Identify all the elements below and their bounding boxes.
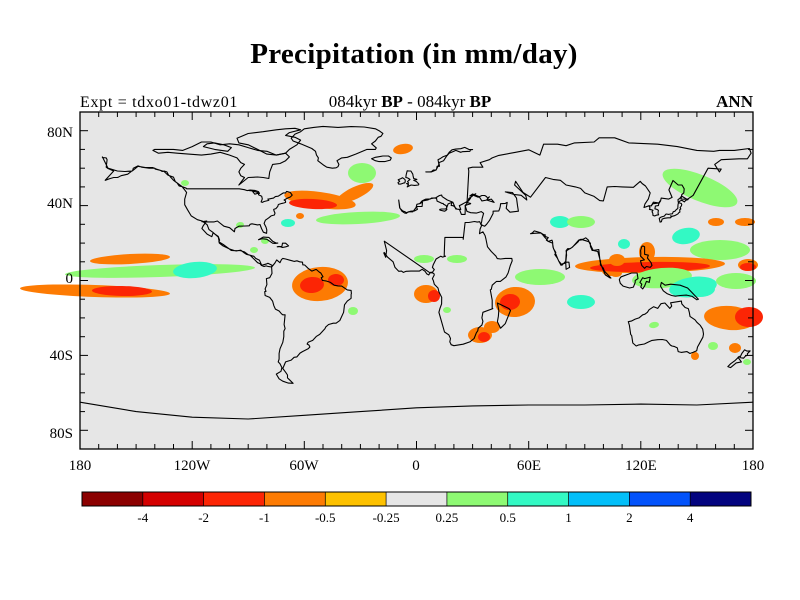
svg-text:0.25: 0.25 bbox=[436, 510, 459, 525]
svg-text:-4: -4 bbox=[137, 510, 148, 525]
svg-text:60E: 60E bbox=[517, 458, 541, 474]
svg-text:120E: 120E bbox=[625, 458, 657, 474]
svg-text:40N: 40N bbox=[47, 196, 73, 212]
svg-text:4: 4 bbox=[687, 510, 694, 525]
svg-text:120W: 120W bbox=[174, 458, 212, 474]
svg-text:0.5: 0.5 bbox=[500, 510, 516, 525]
svg-text:-0.5: -0.5 bbox=[315, 510, 336, 525]
svg-text:180: 180 bbox=[742, 458, 765, 474]
svg-text:1: 1 bbox=[565, 510, 572, 525]
svg-text:40S: 40S bbox=[50, 348, 73, 364]
svg-text:-1: -1 bbox=[259, 510, 270, 525]
svg-text:180: 180 bbox=[69, 458, 92, 474]
svg-text:2: 2 bbox=[626, 510, 633, 525]
svg-text:80S: 80S bbox=[50, 426, 73, 442]
svg-text:60W: 60W bbox=[289, 458, 319, 474]
svg-text:0: 0 bbox=[66, 271, 74, 287]
svg-text:-2: -2 bbox=[198, 510, 209, 525]
svg-text:80N: 80N bbox=[47, 125, 73, 141]
svg-text:-0.25: -0.25 bbox=[373, 510, 400, 525]
svg-text:0: 0 bbox=[412, 458, 420, 474]
